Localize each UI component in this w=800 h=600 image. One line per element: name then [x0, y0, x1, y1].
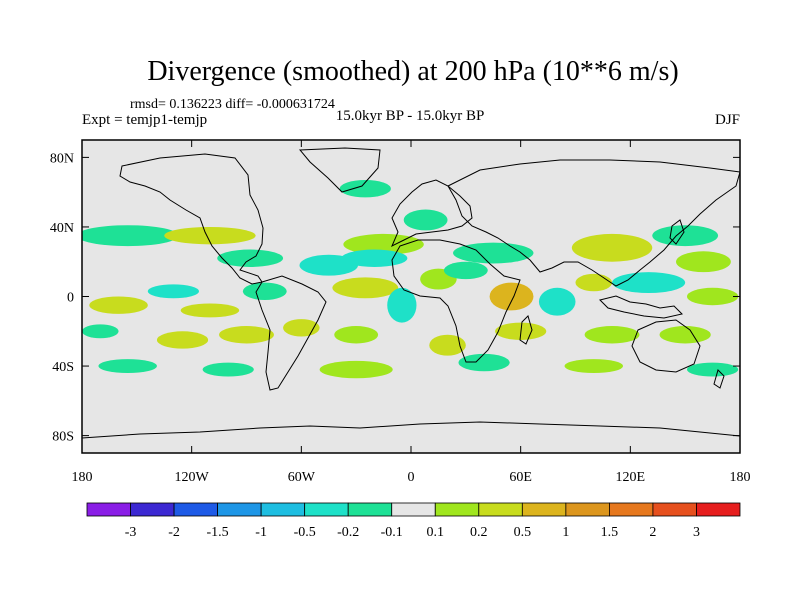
lat-tick-label-3: 40S	[52, 360, 74, 375]
divergence-blob-28	[283, 319, 320, 337]
colorbar-swatch-13	[652, 502, 697, 517]
stats-line: rmsd= 0.136223 diff= -0.000631724	[130, 97, 335, 112]
colorbar-swatch-2	[173, 502, 218, 517]
lon-tick-label-5: 120E	[616, 470, 646, 485]
divergence-blob-39	[686, 362, 739, 377]
north-america-coast	[119, 153, 264, 285]
colorbar-label-11: 1.5	[601, 525, 619, 540]
divergence-blob-15	[242, 282, 287, 300]
colorbar-swatch-0	[86, 502, 131, 517]
divergence-blob-22	[575, 273, 613, 292]
divergence-blob-38	[564, 359, 624, 374]
colorbar-label-1: -2	[168, 525, 180, 540]
divergence-blob-20	[489, 282, 534, 311]
divergence-blob-32	[584, 326, 640, 344]
divergence-blob-12	[147, 284, 199, 299]
lat-tick-label-2: 0	[67, 291, 74, 306]
divergence-blob-29	[334, 326, 379, 344]
divergence-blob-11	[341, 249, 408, 267]
experiment-label: Expt = temjp1-temjp	[82, 112, 207, 128]
lat-tick-label-0: 80N	[50, 151, 74, 166]
divergence-blob-5	[343, 233, 424, 255]
colorbar-label-12: 2	[649, 525, 656, 540]
divergence-blob-16	[332, 277, 399, 299]
greenland-coast	[298, 147, 381, 193]
asia-coast	[447, 159, 740, 287]
indonesia-coast	[599, 295, 683, 319]
divergence-blob-4	[217, 249, 284, 267]
lon-tick-label-1: 120W	[175, 470, 210, 485]
divergence-blob-17	[387, 287, 417, 323]
colorbar-swatch-4	[260, 502, 306, 517]
lon-tick-label-3: 0	[408, 470, 415, 485]
divergence-blob-14	[180, 303, 240, 318]
period-label: 15.0kyr BP - 15.0kyr BP	[336, 108, 485, 124]
colorbar-swatch-8	[434, 502, 480, 517]
divergence-blob-34	[98, 359, 157, 374]
colorbar-swatch-11	[565, 502, 610, 517]
colorbar-swatch-6	[347, 502, 393, 517]
colorbar: -3 -2 -1.5 -1 -0.5 -0.2 -0.1 0.1 0.2 0.5 1 1.5 2 3	[86, 502, 741, 540]
coastlines	[82, 147, 740, 439]
colorbar-swatch-12	[609, 502, 654, 517]
divergence-blob-25	[82, 324, 119, 339]
lon-tick-label-6: 180	[730, 470, 751, 485]
divergence-blob-27	[219, 326, 274, 344]
colorbar-label-4: -0.5	[294, 525, 316, 540]
divergence-blob-30	[429, 334, 466, 356]
divergence-blob-21	[538, 287, 576, 316]
colorbar-label-7: 0.1	[427, 525, 445, 540]
chart-title: Divergence (smoothed) at 200 hPa (10**6 …	[147, 56, 678, 87]
colorbar-label-3: -1	[255, 525, 267, 540]
antarctica-coast	[82, 421, 740, 439]
divergence-blob-1	[403, 209, 448, 231]
divergence-blob-19	[443, 261, 488, 280]
divergence-blob-7	[571, 233, 653, 262]
divergence-blob-36	[319, 360, 393, 379]
colorbar-label-2: -1.5	[207, 525, 229, 540]
lon-tick-label-4: 60E	[509, 470, 532, 485]
new-zealand-coast	[713, 369, 725, 389]
colorbar-swatch-5	[304, 502, 349, 517]
colorbar-swatch-10	[521, 502, 567, 517]
lon-tick-label-0: 180	[72, 470, 93, 485]
colorbar-label-0: -3	[125, 525, 137, 540]
divergence-blob-37	[458, 353, 510, 372]
colorbar-label-6: -0.1	[381, 525, 403, 540]
season-label: DJF	[715, 112, 740, 128]
colorbar-swatch-3	[217, 502, 262, 517]
colorbar-swatch-14	[696, 502, 741, 517]
divergence-blob-26	[156, 331, 209, 349]
australia-coast	[631, 319, 701, 373]
divergence-blob-35	[202, 362, 254, 377]
colorbar-label-5: -0.2	[337, 525, 359, 540]
europe-coast	[391, 179, 473, 248]
divergence-blob-0	[339, 179, 391, 198]
south-america-coast	[255, 275, 327, 391]
divergence-blob-2	[82, 225, 179, 247]
map-axes: 180 120W 60W 0 60E 120E 180 80N 40N 0 40S 80S	[50, 140, 751, 485]
colorbar-swatch-1	[130, 502, 175, 517]
colorbar-label-8: 0.2	[470, 525, 488, 540]
colorbar-label-13: 3	[693, 525, 700, 540]
divergence-blob-24	[686, 287, 739, 306]
map-plot-area: 180 120W 60W 0 60E 120E 180 80N 40N 0 40S 80S	[50, 139, 751, 485]
madagascar-coast	[519, 315, 533, 345]
divergence-blob-13	[89, 296, 148, 314]
divergence-blob-23	[612, 272, 686, 294]
colorbar-label-9: 0.5	[514, 525, 532, 540]
colorbar-swatch-7	[391, 502, 436, 517]
divergence-blob-3	[164, 226, 256, 245]
divergence-blob-9	[676, 251, 731, 273]
colorbar-swatch-9	[478, 502, 523, 517]
colorbar-label-10: 1	[562, 525, 569, 540]
lat-tick-label-4: 80S	[52, 430, 74, 445]
divergence-blob-33	[659, 326, 711, 344]
lat-tick-label-1: 40N	[50, 221, 74, 236]
japan-coast	[669, 219, 685, 245]
lon-tick-label-2: 60W	[288, 470, 316, 485]
divergence-blob-8	[652, 225, 719, 247]
africa-coast	[391, 239, 521, 363]
